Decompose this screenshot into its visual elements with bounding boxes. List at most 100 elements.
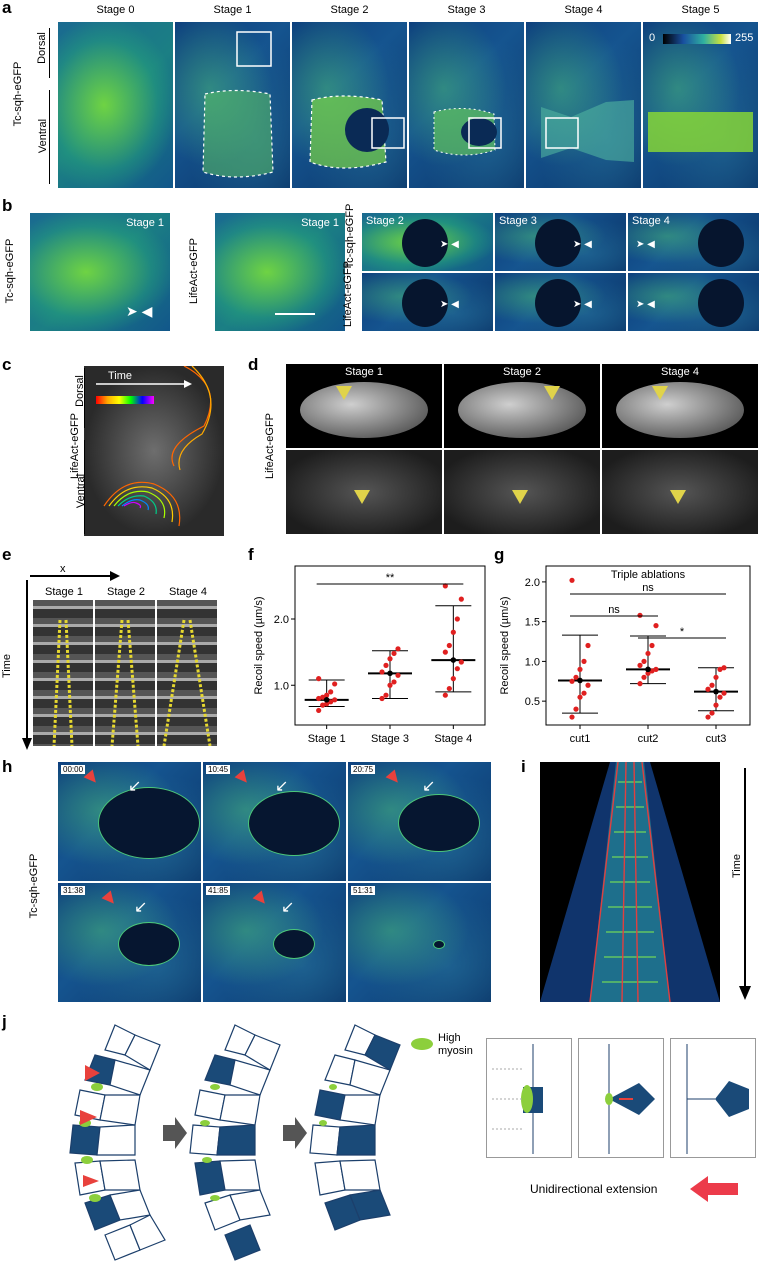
red-arrowhead-icon — [234, 769, 252, 787]
panel-c-dorsal-bracket — [84, 368, 85, 428]
data-point — [585, 642, 591, 649]
data-point — [324, 701, 330, 707]
legend-high-myosin: High myosin — [438, 1032, 473, 1057]
arrowhead-icon: ➤ ◀ — [126, 303, 153, 319]
data-point — [641, 658, 647, 664]
panel-b-grid-stage: Stage 4 — [632, 215, 670, 227]
y-tick-label: 2.0 — [274, 614, 289, 626]
data-point — [713, 702, 719, 708]
panel-b-grid-image: ➤ ◀ — [628, 273, 759, 331]
arrowhead-icon: ➤ ◀ — [636, 299, 655, 310]
data-point — [316, 676, 322, 682]
yellow-track — [188, 619, 212, 746]
panel-b-letter: b — [2, 196, 13, 215]
panel-h-image: 20:75 ↙ — [348, 762, 491, 881]
data-point — [320, 702, 326, 708]
colorbar-max: 255 — [735, 32, 754, 44]
data-point — [450, 676, 456, 682]
hole — [248, 790, 340, 856]
data-point — [721, 690, 727, 696]
panel-e-stage: Stage 4 — [169, 586, 207, 598]
time-arrow-icon — [22, 580, 32, 750]
panel-h-image: 51:31 — [348, 883, 491, 1002]
data-point — [713, 674, 719, 680]
panel-e-kymograph — [33, 600, 93, 746]
hole — [398, 794, 480, 852]
red-arrowhead-icon — [83, 769, 101, 787]
panel-b-img1-label: Tc-sqh-eGFP — [4, 238, 16, 304]
panel-a-image-stage0 — [58, 22, 173, 188]
data-point — [458, 659, 464, 665]
panel-d-image — [602, 450, 758, 534]
data-point — [395, 672, 401, 678]
panel-a-stage-title: Stage 5 — [681, 4, 720, 16]
panel-h-image: 31:38 ↙ — [58, 883, 201, 1002]
arrowhead-icon: ➤ ◀ — [573, 239, 592, 250]
timestamp: 20:75 — [351, 765, 376, 774]
dark-lumen — [402, 279, 448, 327]
y-tick-label: 0.5 — [525, 696, 540, 708]
panel-a-stage-title: Stage 0 — [96, 4, 135, 16]
data-point — [637, 681, 643, 687]
panel-a-dorsal-bracket — [49, 28, 50, 78]
timestamp: 51:31 — [351, 886, 376, 895]
data-point — [446, 642, 452, 649]
mean-point — [323, 697, 330, 703]
white-arrow-icon: ↙ — [281, 899, 295, 916]
panel-j-letter: j — [2, 1012, 7, 1031]
red-arrowhead-icon — [101, 890, 119, 908]
yellow-track — [64, 619, 74, 746]
data-point — [717, 666, 723, 672]
data-point — [458, 596, 464, 602]
x-tick-label: Stage 4 — [434, 733, 472, 745]
y-tick-label: 1.0 — [274, 680, 289, 692]
panel-e-kymograph — [157, 600, 217, 746]
timestamp: 00:00 — [61, 765, 86, 774]
mean-point — [645, 666, 651, 673]
hole — [98, 787, 200, 859]
panel-a-stage-title: Stage 2 — [330, 4, 369, 16]
arrowhead-icon: ➤ ◀ — [573, 299, 592, 310]
panel-d-image — [286, 450, 442, 534]
x-tick-label: cut3 — [706, 733, 727, 745]
timestamp: 10:45 — [206, 765, 231, 774]
data-point — [442, 692, 448, 698]
x-tick-label: cut1 — [570, 733, 591, 745]
data-point — [705, 686, 711, 692]
data-point — [569, 577, 575, 583]
y-tick-label: 1.5 — [525, 617, 540, 629]
yellow-arrowhead-icon — [544, 386, 560, 400]
panel-g-letter: g — [494, 545, 505, 564]
white-arrow-icon: ↙ — [422, 778, 436, 795]
yellow-track — [162, 619, 186, 746]
chart-f: 1.0 2.0 Recoil speed (µm/s) Stage 1 Stage 3 S… — [253, 565, 486, 745]
panel-d-image: Stage 4 — [602, 364, 758, 448]
data-point — [709, 710, 715, 716]
panel-c-ventral: Ventral — [75, 473, 87, 509]
panel-i-image — [540, 762, 720, 1002]
panel-b-img2-label: LifeAct-eGFP — [188, 237, 200, 305]
data-point — [653, 623, 659, 629]
panel-b-grid-image: ➤ ◀ Stage 4 — [628, 213, 759, 271]
data-point — [581, 690, 587, 696]
x-arrow-icon — [30, 571, 120, 581]
chart-title: Triple ablations — [611, 569, 686, 581]
data-point — [383, 692, 389, 698]
dark-lumen — [535, 279, 581, 327]
panel-b-grid-image: ➤ ◀ Stage 2 — [362, 213, 493, 271]
x-tick-label: Stage 1 — [308, 733, 346, 745]
yellow-arrowhead-icon — [336, 386, 352, 400]
data-point — [569, 678, 575, 684]
panel-c-letter: c — [2, 355, 12, 374]
data-point — [454, 616, 460, 622]
yellow-track — [126, 619, 140, 746]
panel-i-time-arrow-icon — [739, 768, 751, 1000]
high-myosin-icon — [411, 1038, 433, 1050]
panel-a-image-stage5: 0 255 — [643, 22, 758, 188]
panel-a-stage-title: Stage 4 — [564, 4, 603, 16]
panel-b-grid-image: ➤ ◀ Stage 3 — [495, 213, 626, 271]
significance-label: * — [680, 626, 685, 638]
panel-a-dorsal-label: Dorsal — [36, 32, 48, 64]
data-point — [391, 679, 397, 685]
panel-d-image: Stage 2 — [444, 364, 600, 448]
